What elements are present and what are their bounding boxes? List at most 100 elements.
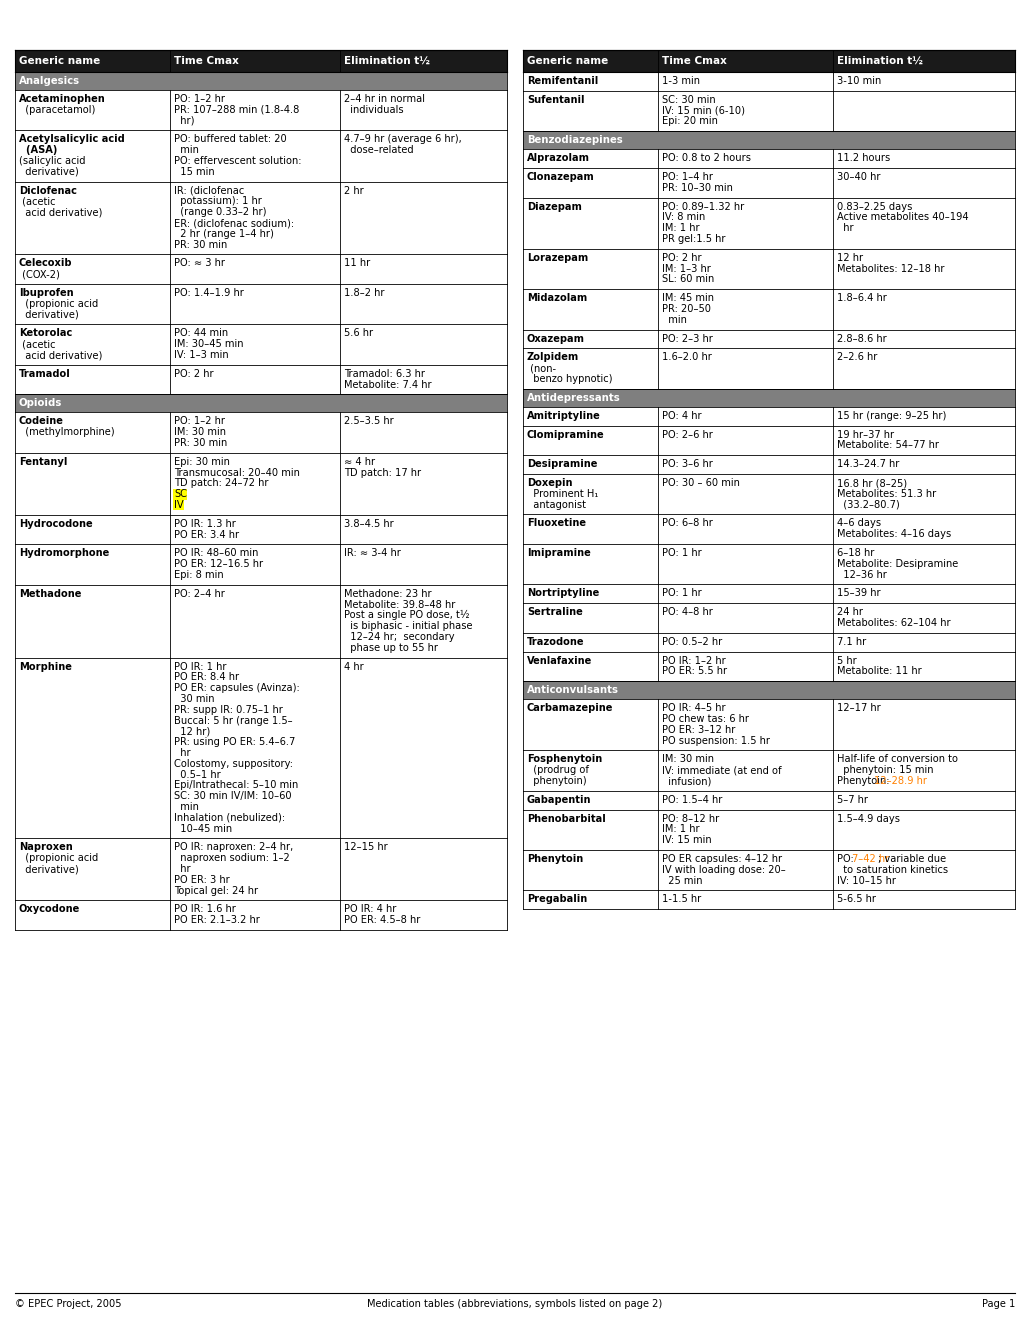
Text: Elimination t½: Elimination t½ [343, 55, 429, 66]
Bar [523, 330, 657, 348]
Bar [523, 50, 1014, 73]
Bar [523, 248, 657, 289]
Text: 11.2 hours: 11.2 hours [837, 153, 890, 164]
Text: Hydromorphone: Hydromorphone [19, 548, 109, 558]
Bar [657, 149, 833, 168]
Text: Epi: 8 min: Epi: 8 min [174, 570, 223, 579]
Bar [170, 325, 339, 364]
Bar [523, 91, 657, 131]
Bar [833, 891, 1014, 909]
Text: Naproxen: Naproxen [19, 842, 72, 853]
Text: min: min [174, 803, 199, 812]
Text: IM: 30 min: IM: 30 min [661, 755, 713, 764]
Bar [657, 891, 833, 909]
Bar [657, 425, 833, 455]
Text: PO IR: 1.3 hr: PO IR: 1.3 hr [174, 519, 235, 529]
Text: Metabolites: 62–104 hr: Metabolites: 62–104 hr [837, 618, 950, 628]
Text: Active metabolites 40–194: Active metabolites 40–194 [837, 213, 968, 222]
Text: IM: 45 min: IM: 45 min [661, 293, 713, 304]
Bar [523, 544, 657, 585]
Text: PO:: PO: [837, 854, 856, 865]
Text: PO ER: 5.5 hr: PO ER: 5.5 hr [661, 667, 727, 676]
Text: 2 hr: 2 hr [343, 186, 363, 195]
Text: PO: 1 hr: PO: 1 hr [661, 589, 701, 598]
Text: PO: 1–2 hr: PO: 1–2 hr [174, 416, 225, 426]
Text: Venlafaxine: Venlafaxine [527, 656, 592, 665]
Bar [657, 750, 833, 791]
Text: 2 hr (range 1–4 hr): 2 hr (range 1–4 hr) [174, 228, 273, 239]
Bar [170, 131, 339, 182]
Bar [657, 289, 833, 330]
Text: PO: 30 – 60 min: PO: 30 – 60 min [661, 478, 740, 488]
Text: 12–36 hr: 12–36 hr [837, 570, 886, 579]
Bar [170, 585, 339, 657]
Text: 3.8–4.5 hr: 3.8–4.5 hr [343, 519, 393, 529]
Text: Acetylsalicylic acid: Acetylsalicylic acid [19, 135, 124, 144]
Text: Celecoxib: Celecoxib [19, 259, 72, 268]
Text: Half-life of conversion to: Half-life of conversion to [837, 755, 957, 764]
Text: Antidepressants: Antidepressants [527, 393, 621, 403]
Text: 12–24 hr;  secondary: 12–24 hr; secondary [343, 632, 453, 642]
Bar [170, 90, 339, 131]
Text: 5 hr: 5 hr [837, 656, 856, 665]
Text: PO: 44 min: PO: 44 min [174, 329, 228, 338]
Bar [523, 149, 657, 168]
Text: PO IR: 4–5 hr: PO IR: 4–5 hr [661, 704, 726, 713]
Text: Page 1: Page 1 [980, 1299, 1014, 1309]
Text: ER: (diclofenac sodium):: ER: (diclofenac sodium): [174, 218, 293, 228]
Bar [170, 284, 339, 325]
Bar [833, 73, 1014, 91]
Text: Oxycodone: Oxycodone [19, 904, 81, 915]
Bar [15, 73, 506, 90]
Text: 15–39 hr: 15–39 hr [837, 589, 879, 598]
Bar [170, 838, 339, 900]
Bar [657, 700, 833, 750]
Bar [523, 585, 657, 603]
Text: 1.8–6.4 hr: 1.8–6.4 hr [837, 293, 886, 304]
Text: © EPEC Project, 2005: © EPEC Project, 2005 [15, 1299, 121, 1309]
Text: PR: 30 min: PR: 30 min [174, 240, 227, 249]
Text: PO: 2–4 hr: PO: 2–4 hr [174, 589, 224, 599]
Bar [523, 891, 657, 909]
Bar [657, 348, 833, 389]
Bar [523, 407, 657, 425]
Text: 1.8–2 hr: 1.8–2 hr [343, 288, 384, 298]
Text: Metabolites: 4–16 days: Metabolites: 4–16 days [837, 529, 951, 539]
Text: Pregabalin: Pregabalin [527, 895, 587, 904]
Text: Diazepam: Diazepam [527, 202, 581, 211]
Text: 5.6 hr: 5.6 hr [343, 329, 373, 338]
Text: IV: 15 min (6-10): IV: 15 min (6-10) [661, 106, 745, 116]
Text: Generic name: Generic name [19, 55, 100, 66]
Text: PO: 6–8 hr: PO: 6–8 hr [661, 519, 712, 528]
Bar [339, 182, 506, 255]
Text: PR: 107–288 min (1.8-4.8: PR: 107–288 min (1.8-4.8 [174, 104, 299, 115]
Bar [339, 453, 506, 515]
Text: PO: 2 hr: PO: 2 hr [661, 253, 701, 263]
Text: Colostomy, suppository:: Colostomy, suppository: [174, 759, 292, 768]
Text: 1.5–4.9 days: 1.5–4.9 days [837, 813, 899, 824]
Bar [339, 544, 506, 585]
Text: Lorazepam: Lorazepam [527, 253, 588, 263]
Bar [657, 603, 833, 632]
Text: 5-6.5 hr: 5-6.5 hr [837, 895, 875, 904]
Text: hr: hr [174, 865, 191, 874]
Bar [339, 838, 506, 900]
Bar [833, 750, 1014, 791]
Text: (propionic acid: (propionic acid [19, 853, 98, 863]
Bar [523, 425, 657, 455]
Text: TD patch: 24–72 hr: TD patch: 24–72 hr [174, 478, 268, 488]
Text: 12–28.9 hr: 12–28.9 hr [873, 776, 926, 785]
Text: PO: 1.4–1.9 hr: PO: 1.4–1.9 hr [174, 288, 244, 298]
Text: Metabolite: Desipramine: Metabolite: Desipramine [837, 558, 957, 569]
Text: PO ER: 2.1–3.2 hr: PO ER: 2.1–3.2 hr [174, 915, 260, 925]
Bar [339, 325, 506, 364]
Bar [833, 455, 1014, 474]
Bar [339, 900, 506, 931]
Text: acid derivative): acid derivative) [19, 207, 102, 218]
Bar [657, 791, 833, 809]
Text: min: min [661, 314, 687, 325]
Bar [15, 657, 170, 838]
Text: Doxepin: Doxepin [527, 478, 572, 488]
Bar [15, 325, 170, 364]
Bar [339, 90, 506, 131]
